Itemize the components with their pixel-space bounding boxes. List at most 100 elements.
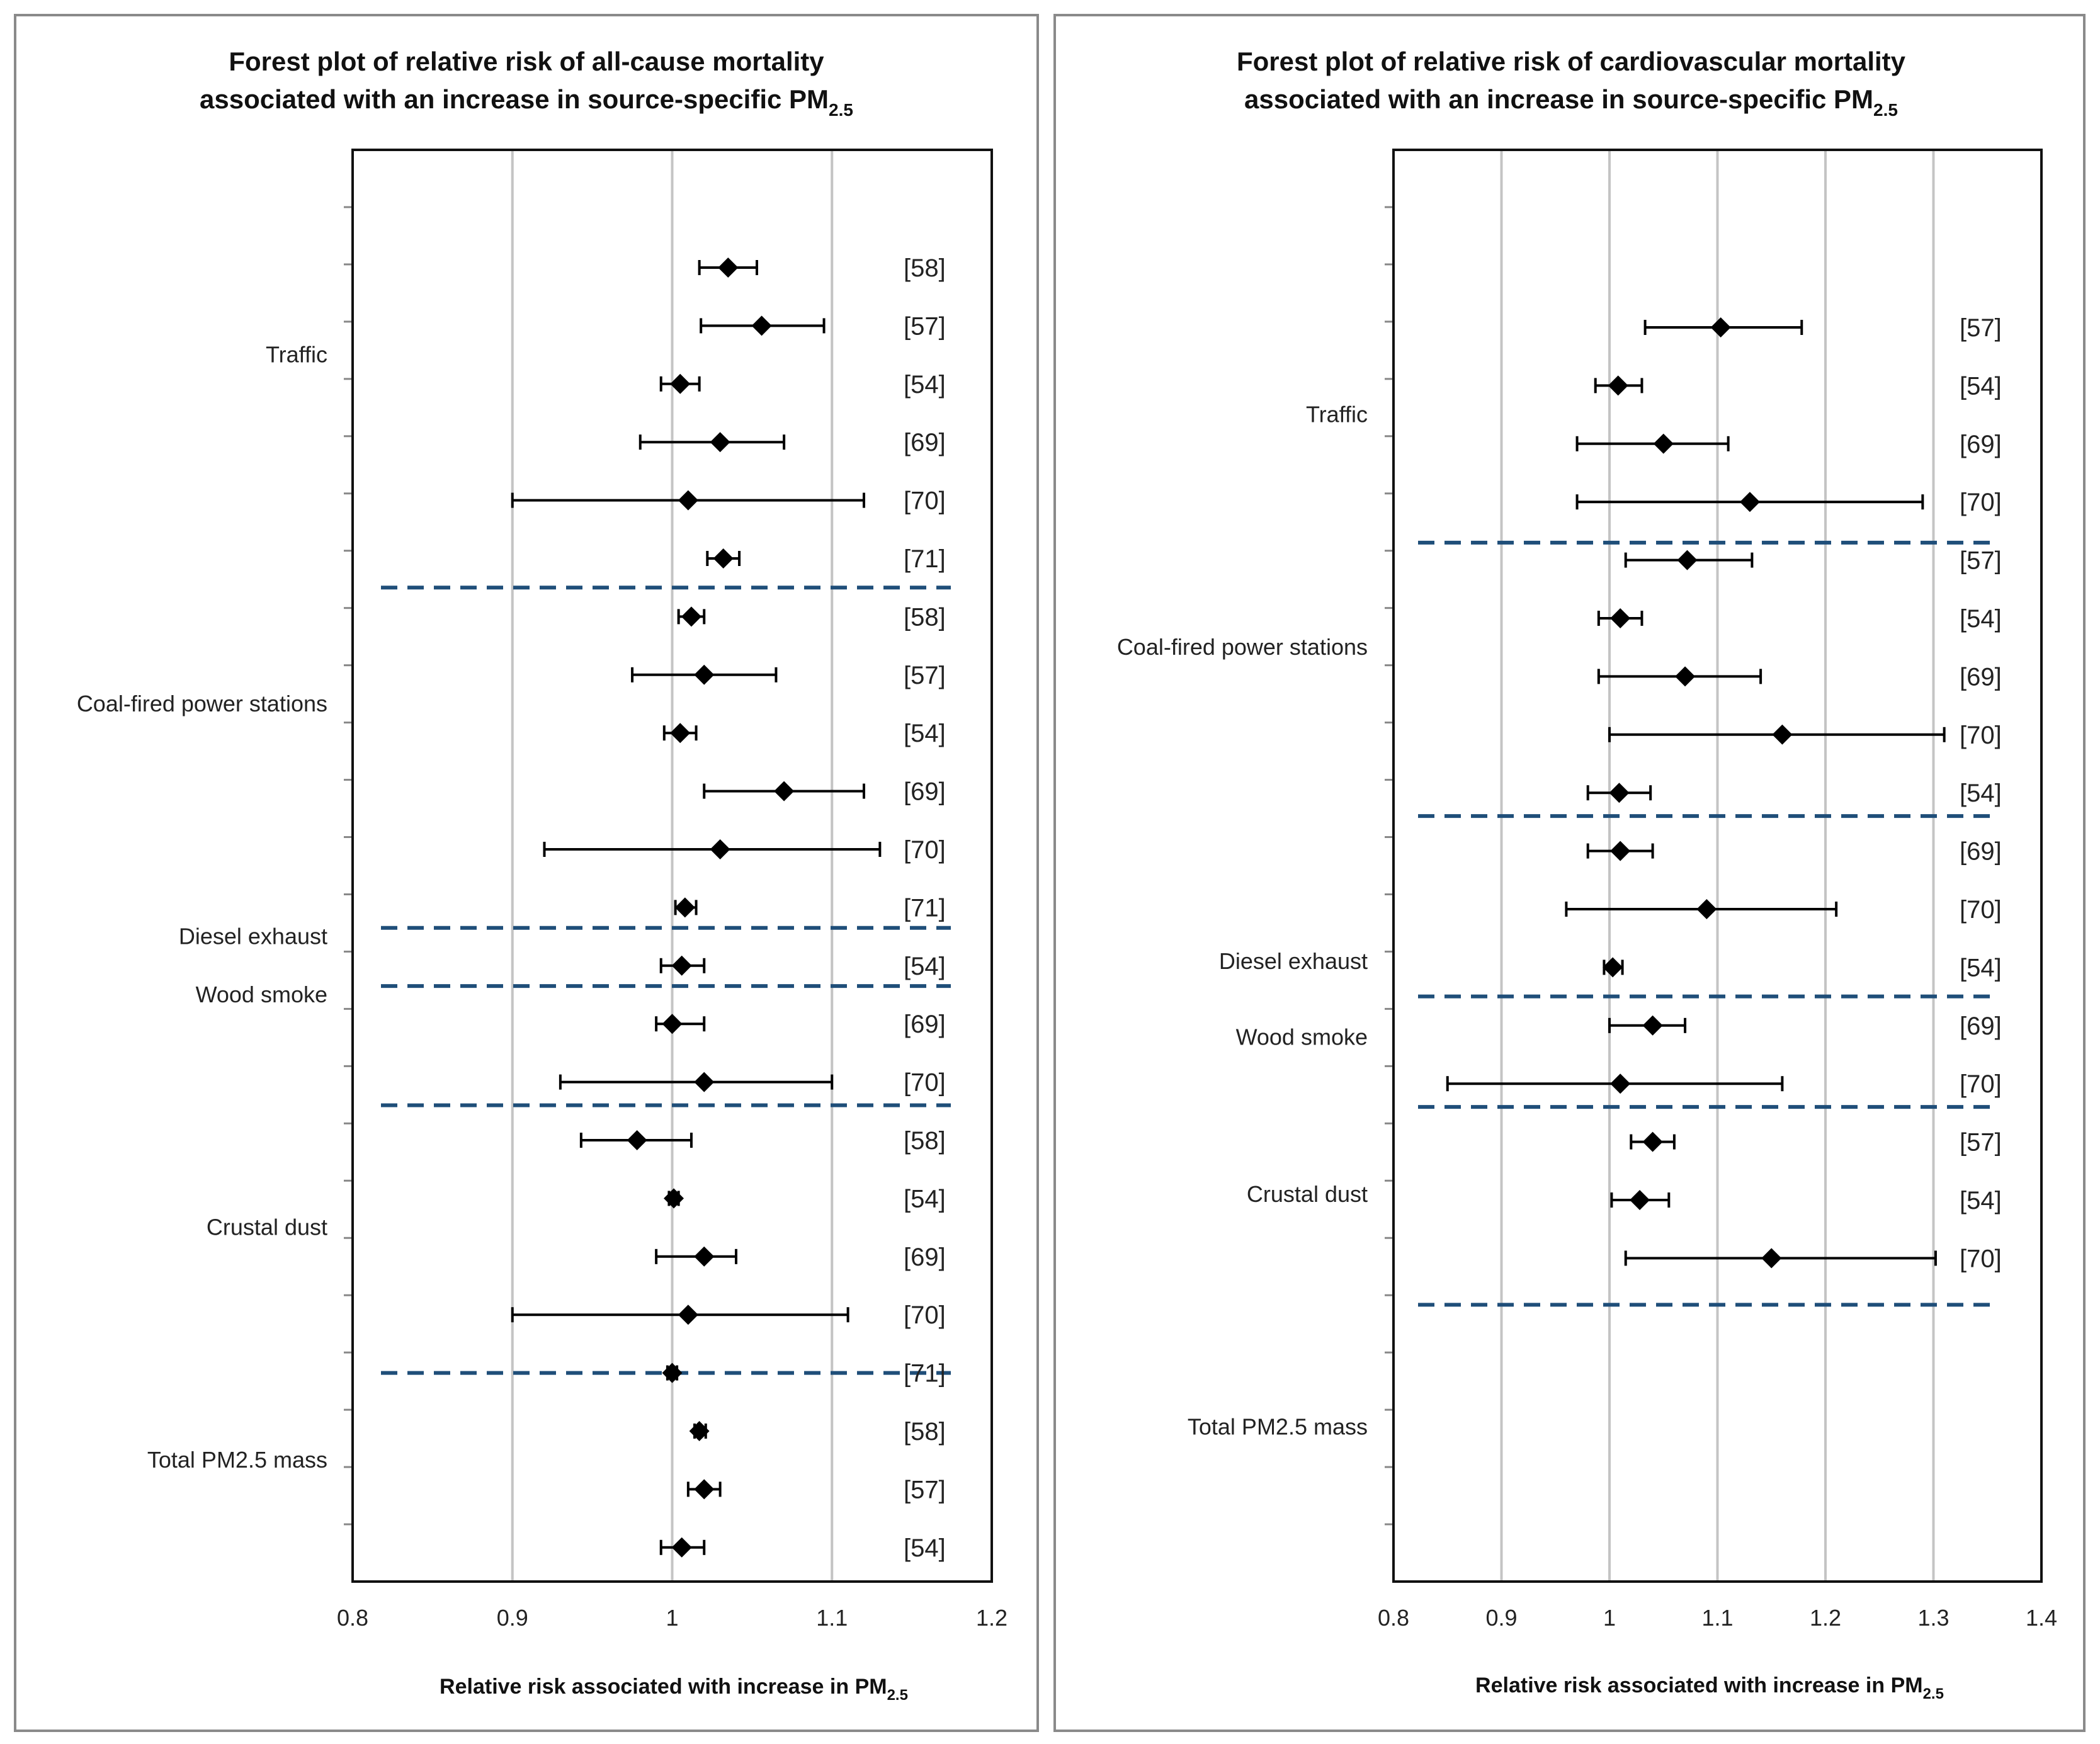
reference-label: [58]	[904, 603, 946, 631]
point-estimate-marker	[1710, 317, 1731, 337]
x-tick-label: 1	[1603, 1605, 1616, 1631]
category-labels: Traffic Coal-fired power stations Diesel e…	[1117, 402, 1368, 1440]
point-estimate-marker	[674, 897, 695, 918]
group-separators	[381, 586, 951, 1375]
y-axis-ticks	[344, 206, 353, 1526]
x-axis-label: Relative risk associated with increase i…	[1475, 1673, 1944, 1702]
panel-cardiovascular: Forest plot of relative risk of cardiova…	[1053, 14, 2086, 1732]
forest-row: [57]	[1630, 1129, 2002, 1157]
chart-title-line2-main: associated with an increase in source-sp…	[1244, 84, 1873, 114]
x-axis-label-main: Relative risk associated with increase i…	[440, 1675, 887, 1699]
point-estimate-marker	[1609, 783, 1630, 803]
forest-row: [54]	[1603, 954, 2002, 982]
x-tick-label: 1.3	[1917, 1605, 1949, 1631]
point-estimate-marker	[1642, 1015, 1663, 1036]
reference-label: [54]	[1960, 1187, 2002, 1215]
point-estimate-marker	[751, 315, 772, 336]
x-tick-labels: 0.8 0.9 1 1.1 1.2 1.3 1.4	[1378, 1605, 2057, 1631]
point-estimate-marker	[670, 723, 691, 744]
reference-label: [54]	[904, 953, 946, 980]
reference-label: [57]	[904, 1476, 946, 1503]
point-estimate-marker	[678, 490, 698, 511]
forest-row: [70]	[1565, 896, 2002, 924]
x-tick-label: 0.8	[1378, 1605, 1409, 1631]
reference-label: [57]	[904, 312, 946, 340]
point-estimate-marker	[1642, 1131, 1663, 1152]
category-label: Diesel exhaust	[179, 924, 327, 949]
forest-row: [69]	[1597, 663, 2002, 691]
reference-label: [69]	[1960, 1012, 2002, 1040]
reference-label: [54]	[1960, 372, 2002, 400]
category-labels: Traffic Coal-fired power stations Diesel e…	[77, 342, 327, 1473]
reference-label: [71]	[904, 1360, 946, 1388]
forest-row: [54]	[662, 720, 946, 747]
point-estimate-marker	[694, 1479, 715, 1500]
reference-label: [54]	[1960, 605, 2002, 633]
point-estimate-marker	[1610, 608, 1631, 628]
reference-label: [54]	[904, 1185, 946, 1213]
x-tick-label: 0.9	[497, 1605, 528, 1631]
reference-label: [57]	[904, 662, 946, 689]
point-estimate-marker	[627, 1130, 647, 1150]
forest-row: [58]	[689, 1418, 946, 1446]
forest-row: [70]	[1624, 1245, 2002, 1272]
point-estimate-marker	[1677, 550, 1698, 570]
reference-label: [58]	[904, 1418, 946, 1446]
point-estimate-marker	[671, 1537, 692, 1558]
category-label: Total PM2.5 mass	[1188, 1413, 1368, 1439]
point-estimate-marker	[662, 1014, 683, 1034]
forest-row: [58]	[677, 603, 946, 631]
category-label: Crustal dust	[1247, 1181, 1368, 1207]
point-estimate-marker	[1675, 666, 1696, 687]
reference-label: [54]	[904, 1534, 946, 1562]
reference-label: [58]	[904, 254, 946, 282]
x-tick-label: 0.8	[337, 1605, 368, 1631]
forest-row: [70]	[511, 487, 946, 515]
point-estimate-marker	[1608, 375, 1628, 396]
category-label: Traffic	[1306, 402, 1368, 428]
panel-all-cause: Forest plot of relative risk of all-caus…	[14, 14, 1039, 1732]
reference-label: [54]	[904, 371, 946, 399]
forest-row: [57]	[700, 312, 946, 340]
forest-row: [54]	[664, 1185, 946, 1213]
point-estimate-marker	[1772, 724, 1793, 745]
point-estimate-marker	[1696, 899, 1717, 919]
forest-row: [70]	[1575, 489, 2002, 516]
reference-label: [54]	[1960, 779, 2002, 807]
reference-label: [54]	[904, 720, 946, 747]
plot-area-frame	[1392, 149, 2043, 1583]
reference-label: [54]	[1960, 954, 2002, 982]
chart-title-line1: Forest plot of relative risk of cardiova…	[1237, 47, 1906, 76]
forest-row: [71]	[706, 545, 946, 573]
x-tick-label: 1	[666, 1605, 678, 1631]
category-label: Diesel exhaust	[1219, 948, 1368, 974]
reference-label: [57]	[1960, 547, 2002, 575]
chart-title-line2-main: associated with an increase in source-sp…	[200, 84, 829, 114]
forest-row: [69]	[1586, 838, 2002, 866]
forest-row: [71]	[662, 1360, 946, 1388]
category-label: Traffic	[266, 342, 327, 368]
point-estimate-marker	[681, 606, 701, 627]
point-estimate-marker	[694, 1072, 715, 1092]
forest-row: [54]	[1597, 605, 2002, 633]
forest-row: [58]	[698, 254, 946, 282]
reference-label: [69]	[1960, 838, 2002, 866]
point-estimate-marker	[671, 955, 692, 976]
forest-row: [57]	[1643, 314, 2002, 342]
x-tick-label: 1.1	[816, 1605, 848, 1631]
point-estimate-marker	[678, 1305, 698, 1325]
forest-row: [54]	[1610, 1187, 2002, 1215]
point-estimate-marker	[662, 1362, 683, 1383]
reference-label: [69]	[904, 1243, 946, 1271]
point-estimate-marker	[689, 1421, 710, 1441]
reference-label: [70]	[904, 1069, 946, 1097]
reference-label: [57]	[1960, 1129, 2002, 1157]
y-axis-ticks	[1385, 206, 1393, 1526]
reference-label: [70]	[904, 487, 946, 515]
x-tick-labels: 0.8 0.9 1 1.1 1.2	[337, 1605, 1007, 1631]
point-estimate-marker	[1610, 1073, 1631, 1094]
reference-label: [71]	[904, 894, 946, 922]
forest-row: [69]	[639, 429, 946, 456]
panel-frame	[14, 14, 1039, 1732]
